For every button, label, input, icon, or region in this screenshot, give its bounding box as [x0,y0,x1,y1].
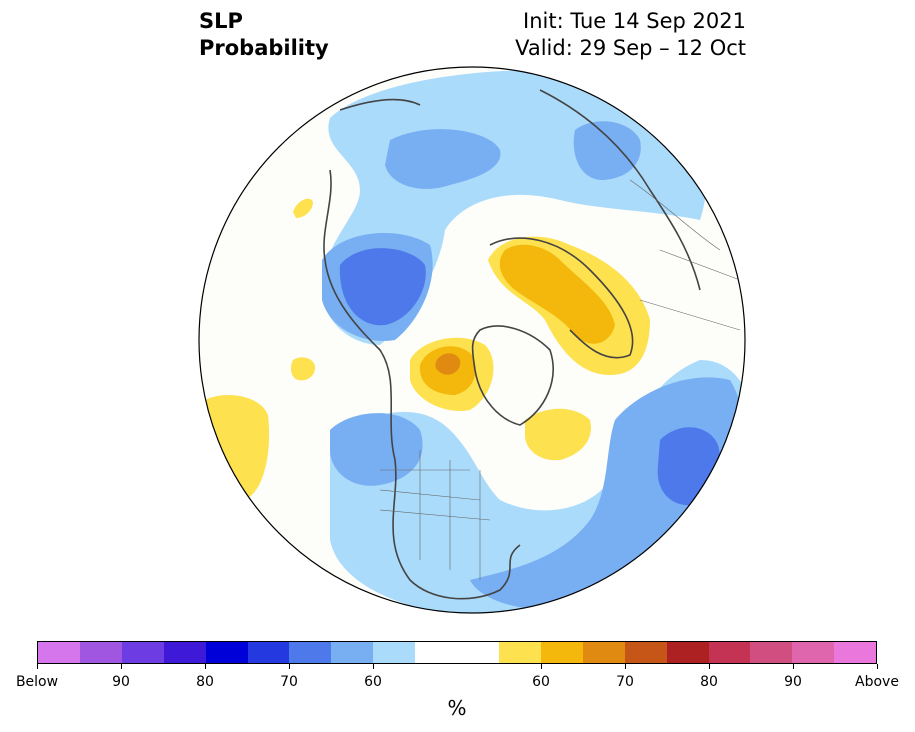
colorbar-segment [792,642,835,663]
colorbar-tick-label: 60 [364,674,382,690]
colorbar-segment [331,642,374,663]
colorbar-tick [121,664,122,669]
colorbar-unit: % [447,696,467,720]
colorbar [37,641,877,664]
map-title: SLP Probability [199,8,329,62]
colorbar-tick-label: 70 [616,674,634,690]
colorbar-segment [121,642,164,663]
title-line-probability: Probability [199,36,329,60]
init-date: Init: Tue 14 Sep 2021 [523,9,746,33]
below-70-europe-east [573,121,641,180]
colorbar-segment [666,642,709,663]
polar-map [198,66,746,614]
colorbar-segment [373,642,416,663]
borders [379,179,741,580]
colorbar-tick [793,664,794,669]
title-line-slp: SLP [199,9,243,33]
globe-fill [199,67,745,613]
below-70-asia [385,129,501,189]
colorbar-segment [38,642,80,663]
above-70-scandinavia [499,244,615,344]
init-valid-block: Init: Tue 14 Sep 2021 Valid: 29 Sep – 12… [515,8,746,62]
colorbar-segment [415,642,458,663]
below-80-northatlantic [657,427,721,506]
below-70-westcanada [330,413,423,486]
colorbar-tick [373,664,374,669]
colorbar-segment [624,642,667,663]
colorbar-segment [498,642,541,663]
colorbar-tick [289,664,290,669]
globe-boundary [198,66,746,614]
colorbar-tick-label: Above [855,674,899,690]
colorbar-tick-label: 80 [700,674,718,690]
colorbar-segment [79,642,122,663]
colorbar-segment [750,642,793,663]
colorbar-tick-label: Below [15,674,59,690]
above-60-small1 [290,357,316,381]
colorbar-segment [247,642,290,663]
colorbar-tick [37,664,38,669]
colorbar-tick-label: 70 [280,674,298,690]
colorbar-tick [709,664,710,669]
colorbar-tick-label: 90 [112,674,130,690]
colorbar-segment [540,642,583,663]
above-60-greenland [525,408,591,461]
colorbar-tick [205,664,206,669]
colorbar-segment [205,642,248,663]
colorbar-tick [877,664,878,669]
colorbar-tick-label: 60 [532,674,550,690]
colorbar-tick-label: 90 [784,674,802,690]
colorbar-segment [457,642,499,663]
colorbar-segment [834,642,877,663]
below-80-gulfofalaska [339,248,426,326]
colorbar-segment [289,642,332,663]
colorbar-segment [163,642,206,663]
coastlines [323,89,701,600]
valid-period: Valid: 29 Sep – 12 Oct [515,36,746,60]
colorbar-tick [541,664,542,669]
colorbar-tick [625,664,626,669]
above-80-canadianarctic [435,353,461,375]
colorbar-segment [582,642,625,663]
colorbar-segment [708,642,751,663]
colorbar-tick-label: 80 [196,674,214,690]
above-60-small2 [293,198,313,218]
